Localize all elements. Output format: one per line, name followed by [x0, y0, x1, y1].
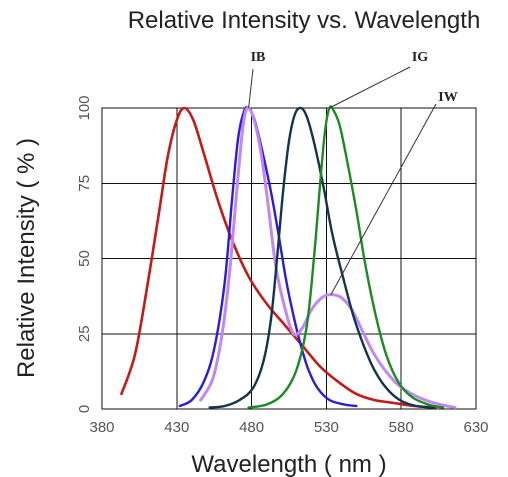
y-tick-label: 100	[76, 95, 93, 120]
chart-title: Relative Intensity vs. Wavelength	[128, 7, 481, 34]
y-axis-label: Relative Intensity ( % )	[13, 138, 40, 378]
tick-layer: 380 430 480 530 580 630 0 25 50 75 100	[76, 95, 489, 436]
x-tick-label: 530	[314, 419, 339, 436]
x-axis-label: Wavelength ( nm )	[191, 451, 386, 477]
series-label-iw: IW	[438, 90, 457, 105]
series-layer	[120, 105, 457, 409]
annotation-leader-iw	[330, 103, 437, 295]
x-tick-label: 430	[164, 419, 189, 436]
series-line-teal	[208, 106, 436, 409]
grid-layer	[101, 107, 477, 410]
annotation-leader-ib	[248, 68, 254, 109]
y-tick-label: 75	[76, 175, 93, 192]
series-label-ig: IG	[412, 50, 428, 65]
x-tick-label: 380	[89, 419, 114, 436]
x-tick-label: 630	[463, 419, 488, 436]
y-tick-label: 25	[76, 325, 93, 342]
y-tick-label: 50	[76, 250, 93, 267]
series-line-ig	[247, 105, 445, 409]
x-tick-label: 480	[239, 419, 264, 436]
annotation-layer: IB IG IW	[248, 50, 458, 295]
series-line-ib	[178, 105, 358, 408]
y-tick-label: 0	[76, 405, 93, 413]
series-label-ib: IB	[251, 50, 266, 65]
x-tick-label: 580	[389, 419, 414, 436]
series-line-red	[120, 106, 437, 409]
series-line-iw	[199, 106, 457, 409]
annotation-leader-ig	[329, 66, 411, 109]
